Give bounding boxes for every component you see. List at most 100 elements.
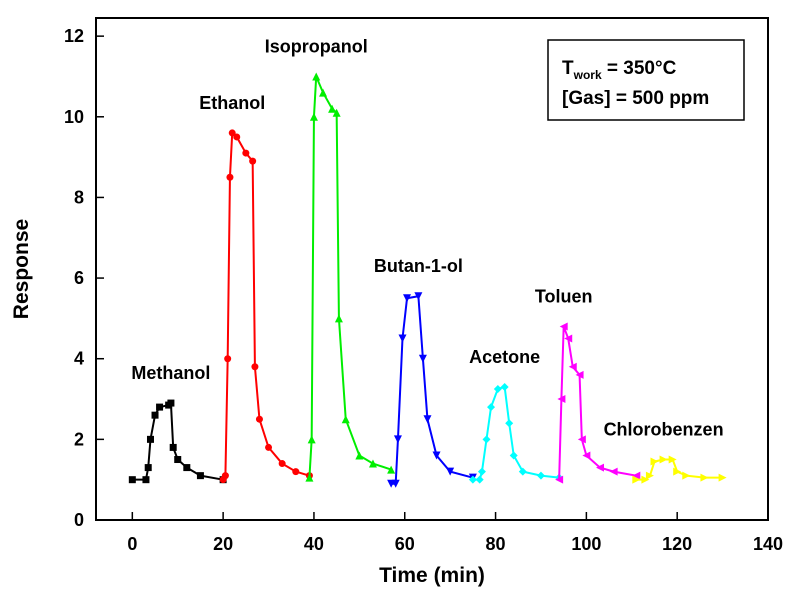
- marker: [278, 460, 286, 468]
- marker: [509, 451, 518, 460]
- y-tick-label: 6: [74, 268, 84, 288]
- series-label: Methanol: [131, 363, 210, 383]
- marker: [393, 435, 402, 444]
- marker: [568, 362, 577, 371]
- y-tick-label: 4: [74, 349, 84, 369]
- series-line: [472, 385, 560, 481]
- marker: [418, 354, 427, 363]
- marker: [144, 464, 152, 472]
- marker: [673, 467, 682, 476]
- marker: [609, 467, 618, 476]
- annotation-subscript: work: [573, 68, 602, 82]
- x-tick-label: 80: [486, 534, 506, 554]
- y-tick-label: 10: [64, 107, 84, 127]
- marker: [251, 363, 259, 371]
- marker: [468, 475, 477, 484]
- marker: [387, 465, 396, 474]
- marker: [305, 473, 314, 482]
- marker: [577, 435, 586, 444]
- marker: [446, 467, 455, 476]
- marker: [146, 435, 154, 443]
- marker: [700, 473, 709, 482]
- marker: [432, 451, 441, 460]
- marker: [403, 294, 412, 303]
- marker: [391, 479, 400, 488]
- marker: [242, 149, 250, 157]
- marker: [641, 475, 650, 484]
- series-label: Butan-1-ol: [374, 256, 463, 276]
- marker: [682, 471, 691, 480]
- annotation-box: [547, 39, 745, 121]
- marker: [596, 463, 604, 472]
- marker: [167, 399, 175, 407]
- marker: [151, 411, 159, 419]
- marker: [368, 459, 377, 468]
- marker: [487, 403, 496, 412]
- marker: [221, 472, 229, 480]
- marker: [233, 133, 241, 141]
- marker: [312, 72, 321, 81]
- marker: [500, 382, 509, 391]
- series-line: [308, 76, 392, 478]
- x-tick-label: 140: [753, 534, 783, 554]
- x-tick-label: 120: [662, 534, 692, 554]
- y-axis-title: Response: [10, 219, 33, 319]
- marker: [536, 471, 545, 480]
- marker: [668, 455, 677, 464]
- marker: [255, 415, 263, 423]
- marker: [493, 384, 502, 393]
- marker: [183, 464, 191, 472]
- marker: [475, 475, 484, 484]
- marker: [645, 471, 654, 480]
- marker: [228, 129, 236, 137]
- series-line: [558, 326, 637, 480]
- x-tick-label: 100: [571, 534, 601, 554]
- x-tick-label: 60: [395, 534, 415, 554]
- x-tick-label: 40: [304, 534, 324, 554]
- series-label: Chlorobenzen: [604, 420, 724, 440]
- series-label: Acetone: [469, 347, 540, 367]
- y-tick-label: 2: [74, 429, 84, 449]
- marker: [334, 314, 343, 323]
- marker: [332, 108, 341, 117]
- x-tick-label: 0: [127, 534, 137, 554]
- marker: [414, 292, 423, 301]
- marker: [328, 104, 337, 113]
- marker: [398, 334, 407, 343]
- annotation-gas: [Gas] = 500 ppm: [562, 88, 709, 109]
- marker: [307, 435, 316, 444]
- marker: [174, 456, 182, 464]
- marker: [718, 473, 727, 482]
- series-line: [222, 130, 310, 481]
- marker: [582, 451, 591, 460]
- marker: [477, 467, 486, 476]
- x-tick-label: 20: [213, 534, 233, 554]
- marker: [226, 173, 234, 181]
- marker: [632, 475, 641, 484]
- marker: [482, 435, 491, 444]
- marker: [659, 455, 668, 464]
- marker: [309, 112, 318, 121]
- annotation-temp: Twork = 350°C: [562, 58, 677, 82]
- marker: [555, 475, 564, 484]
- annotation-t: T: [562, 58, 574, 79]
- y-tick-label: 12: [64, 26, 84, 46]
- marker: [319, 88, 328, 97]
- annotation-condition: = 350°C: [602, 58, 677, 79]
- series-label: Ethanol: [199, 93, 265, 113]
- marker: [423, 415, 432, 424]
- marker: [650, 457, 659, 466]
- marker: [128, 476, 136, 484]
- marker: [518, 467, 527, 476]
- marker: [156, 403, 164, 411]
- series-line: [391, 295, 474, 485]
- y-tick-label: 8: [74, 187, 84, 207]
- marker: [341, 415, 350, 424]
- marker: [632, 471, 641, 480]
- marker: [575, 370, 584, 379]
- marker: [196, 472, 204, 480]
- series-label: Toluen: [535, 286, 593, 306]
- x-axis-title: Time (min): [379, 564, 485, 587]
- marker: [265, 443, 273, 451]
